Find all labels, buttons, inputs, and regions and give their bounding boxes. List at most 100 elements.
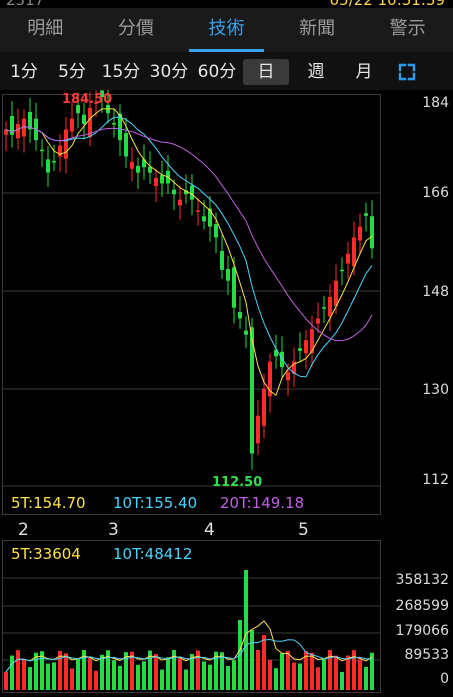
period-15min[interactable]: 15分 [101,62,141,82]
candle-body [346,253,350,264]
tab-details[interactable]: 明細 [27,18,64,39]
volume-bar [118,665,122,690]
volume-bar [268,660,272,690]
volume-bars [4,570,374,690]
tab-news[interactable]: 新聞 [299,18,336,39]
volume-bar [46,663,50,690]
tab-alerts[interactable]: 警示 [389,18,426,39]
candle-body [172,189,176,195]
candle-body [22,118,26,137]
volume-bar [130,651,134,690]
volume-bar [154,654,158,690]
volume-bar [358,659,362,690]
volume-bar [148,650,152,690]
x-tick: 5 [298,520,309,540]
volume-bar [190,654,194,690]
status-strip: 2317 05/22 10:31:39 [0,0,453,8]
volume-y-tick: 0 [440,671,449,687]
candle-body [52,161,56,163]
candle-body [304,340,308,354]
candle-body [130,161,134,169]
candle-body [112,123,116,125]
volume-y-tick: 89533 [404,647,449,663]
candle-body [358,226,362,241]
volume-bar [172,650,176,690]
period-30min[interactable]: 30分 [149,62,189,82]
candle-body [70,118,74,132]
ma10-line [5,116,373,378]
x-tick: 4 [204,520,215,540]
expand-icon[interactable] [397,62,417,82]
volume-ma10-legend: 10T:48412 [113,545,193,563]
ma20-legend: 20T:149.18 [220,494,305,512]
volume-bar [4,672,8,690]
candle-body [256,415,260,444]
volume-bar [214,651,218,690]
volume-bar [88,656,92,690]
volume-bar [232,660,236,690]
volume-bar [226,665,230,690]
candle-body [64,129,68,159]
volume-ma5-legend: 5T:33604 [11,545,81,563]
volume-bar [220,652,224,690]
candle-body [286,372,290,381]
volume-bar [40,651,44,690]
candle-body [298,348,302,351]
candle-body [364,213,368,216]
volume-bar [352,650,356,690]
candle-body [148,166,152,173]
candle-body [160,175,164,184]
period-month[interactable]: 月 [355,62,373,82]
candlestick-series [4,90,374,470]
price-y-tick: 184 [422,95,449,111]
candle-body [322,307,326,309]
period-week[interactable]: 週 [307,62,325,82]
volume-bar [280,653,284,690]
volume-bar [124,652,128,690]
volume-bar [100,654,104,690]
volume-bar [82,650,86,690]
period-5min[interactable]: 5分 [58,62,86,82]
candle-body [16,124,20,139]
tab-price-distribution[interactable]: 分價 [117,18,154,39]
candle-body [184,190,188,195]
price-y-tick: 130 [422,382,449,398]
candle-body [94,102,98,104]
x-tick: 2 [18,520,29,540]
candle-body [124,133,128,157]
volume-y-tick: 179066 [395,623,449,639]
volume-y-tick: 268599 [395,598,449,614]
period-day[interactable]: 日 [243,59,289,85]
candle-body [244,330,248,335]
volume-bar [334,655,338,690]
candle-body [334,280,338,307]
volume-bar [16,650,20,690]
volume-ma10-line [5,639,373,673]
low-price-label: 112.50 [212,475,263,490]
volume-y-tick: 358132 [395,572,449,588]
candle-body [58,145,62,157]
period-60min[interactable]: 60分 [197,62,237,82]
candle-body [214,224,218,238]
period-1min[interactable]: 1分 [10,62,38,82]
price-grid [2,94,381,515]
candle-body [154,178,158,187]
volume-bar [286,650,290,690]
volume-bar [370,652,374,690]
candle-body [220,250,224,270]
candle-body [118,113,122,141]
volume-bar [142,661,146,690]
volume-bar [58,650,62,690]
candle-body [274,349,278,357]
tab-technical[interactable]: 技術 [181,8,272,52]
candle-body [46,159,50,173]
candle-body [310,329,314,354]
volume-bar [274,668,278,690]
candle-body [100,90,104,97]
candle-body [4,129,8,135]
candle-body [190,185,194,200]
candle-body [88,107,92,138]
volume-bar [160,669,164,690]
candle-body [370,216,374,249]
candle-body [250,327,254,454]
